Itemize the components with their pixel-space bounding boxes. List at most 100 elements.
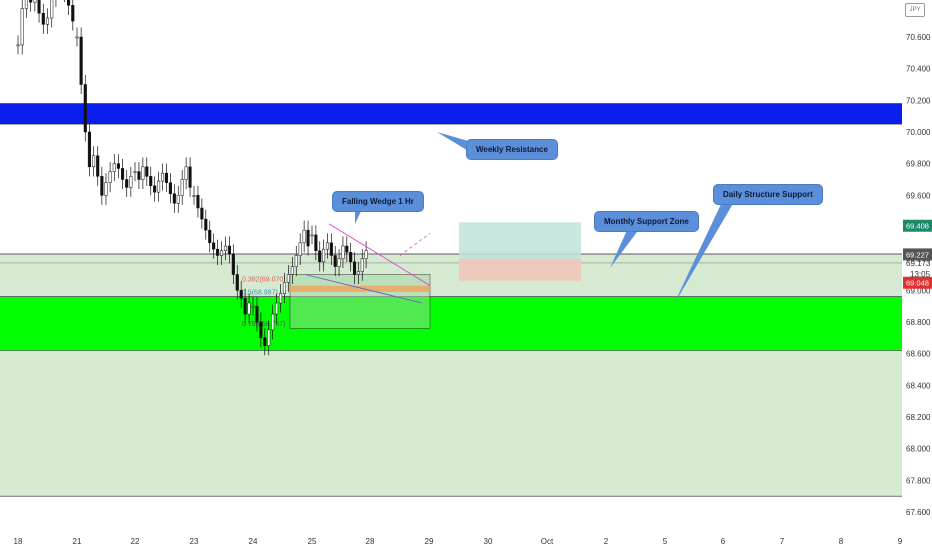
trade-box xyxy=(459,222,581,281)
price-marker-1 xyxy=(903,248,932,261)
falling-wedge-callout[interactable]: Falling Wedge 1 Hr xyxy=(333,192,423,211)
y-tick-label: 69.600 xyxy=(906,191,931,200)
breakout-projection-line xyxy=(399,233,431,256)
x-tick-label: 22 xyxy=(131,537,140,546)
x-tick-label: 29 xyxy=(425,537,434,546)
x-tick-label: 2 xyxy=(604,537,609,546)
candle-body xyxy=(67,0,71,6)
trade-stop-zone xyxy=(459,258,581,281)
price-marker-0 xyxy=(903,219,932,232)
candle-body xyxy=(196,195,200,209)
monthly-support-callout[interactable]: Monthly Support Zone xyxy=(595,212,698,231)
price-marker-label-2: 69.048 xyxy=(906,279,929,288)
candle-body xyxy=(239,290,243,299)
zone-2 xyxy=(0,253,902,497)
candle-body xyxy=(286,274,290,283)
wedge-pointer xyxy=(355,207,363,224)
candle-body xyxy=(188,166,192,188)
candle-body xyxy=(204,218,208,231)
wedge-lower-line xyxy=(304,274,423,304)
x-tick-label: 25 xyxy=(308,537,317,546)
candle-body xyxy=(318,250,322,263)
y-tick-label: 68.200 xyxy=(906,413,931,422)
price-marker-label-1: 69.227 xyxy=(906,250,929,259)
x-tick-label: 23 xyxy=(190,537,199,546)
candle-body xyxy=(282,282,287,294)
fib-label-0: 0.382(69.070) xyxy=(242,276,286,283)
x-tick-label: 6 xyxy=(721,537,726,546)
candle-body xyxy=(298,242,302,256)
candle-body xyxy=(192,195,196,197)
candle-body xyxy=(364,250,368,259)
x-tick-label: 24 xyxy=(249,537,258,546)
y-tick-label: 67.600 xyxy=(906,508,931,517)
x-tick-label: 9 xyxy=(898,537,903,546)
fib-label-2: 0.786(68.787) xyxy=(242,321,286,328)
candle-body xyxy=(184,166,188,180)
currency-watermark: JPY xyxy=(905,3,925,17)
candle-body xyxy=(112,163,116,172)
fib-layer: 0.382(69.070) 0.5(68.987) 0.786(68.787) xyxy=(242,274,431,329)
candle-body xyxy=(45,17,50,25)
price-axis[interactable]: 70.600 70.400 70.200 70.000 69.800 69.600 69.4… xyxy=(903,33,932,517)
x-tick-label: 18 xyxy=(14,537,23,546)
candle-body xyxy=(271,313,275,331)
daily-structure-callout[interactable]: Daily Structure Support xyxy=(714,185,822,204)
candle-body xyxy=(294,255,298,267)
trade-target-zone xyxy=(459,222,581,259)
x-tick-label: 7 xyxy=(780,537,785,546)
candle-body xyxy=(322,248,326,263)
candle-body xyxy=(24,0,28,9)
price-marker-2 xyxy=(903,276,932,289)
x-tick-label: Oct xyxy=(541,537,554,546)
candle-body xyxy=(149,176,153,187)
time-axis[interactable]: 18 21 22 23 24 25 28 29 30 Oct 2 5 6 7 8 9 xyxy=(14,537,903,546)
candle-body xyxy=(235,274,239,291)
x-tick-label: 30 xyxy=(484,537,493,546)
candle-body xyxy=(164,172,169,183)
monthly-pointer xyxy=(610,228,640,268)
candle-body xyxy=(137,171,141,180)
candle-body xyxy=(160,172,165,182)
candle-body xyxy=(108,171,112,183)
candle-body xyxy=(290,266,294,275)
candle-body xyxy=(247,302,251,315)
candle-body xyxy=(41,13,45,25)
candle-body xyxy=(212,242,216,250)
candle-body xyxy=(172,193,176,204)
callout-pointers xyxy=(355,132,734,306)
fib-orange-strip xyxy=(290,285,430,292)
candle-body xyxy=(71,5,75,22)
candle-body xyxy=(96,155,100,177)
candle-body xyxy=(208,229,212,244)
candle-body xyxy=(352,261,357,275)
candle-body xyxy=(302,229,306,244)
y-tick-label: 68.400 xyxy=(906,381,931,390)
candle-body xyxy=(333,255,337,267)
y-tick-label: 70.200 xyxy=(906,96,931,105)
y-tick-label: 70.600 xyxy=(906,33,931,42)
candle-body xyxy=(255,305,259,323)
candle-body xyxy=(29,0,33,3)
y-tick-label: 69.000 xyxy=(906,286,931,295)
candle-body xyxy=(50,0,54,19)
current-price-label: 69.173 xyxy=(906,259,931,268)
candle-body xyxy=(75,36,79,39)
weekly-resistance-callout[interactable]: Weekly Resistance xyxy=(467,140,557,159)
trendlines-layer xyxy=(304,223,431,304)
candle-body xyxy=(37,0,41,14)
candle-body xyxy=(219,250,224,256)
y-tick-label: 68.600 xyxy=(906,350,931,359)
y-tick-label: 67.800 xyxy=(906,476,931,485)
candle-body xyxy=(325,242,330,250)
daily-pointer xyxy=(673,202,734,306)
y-tick-label: 70.400 xyxy=(906,65,931,74)
candle-body xyxy=(275,302,279,315)
y-tick-label: 68.000 xyxy=(906,445,931,454)
candle-body xyxy=(267,329,271,346)
candle-body xyxy=(306,229,310,247)
candle-body xyxy=(329,242,333,256)
candle-body xyxy=(227,245,231,255)
candle-body xyxy=(116,163,120,169)
